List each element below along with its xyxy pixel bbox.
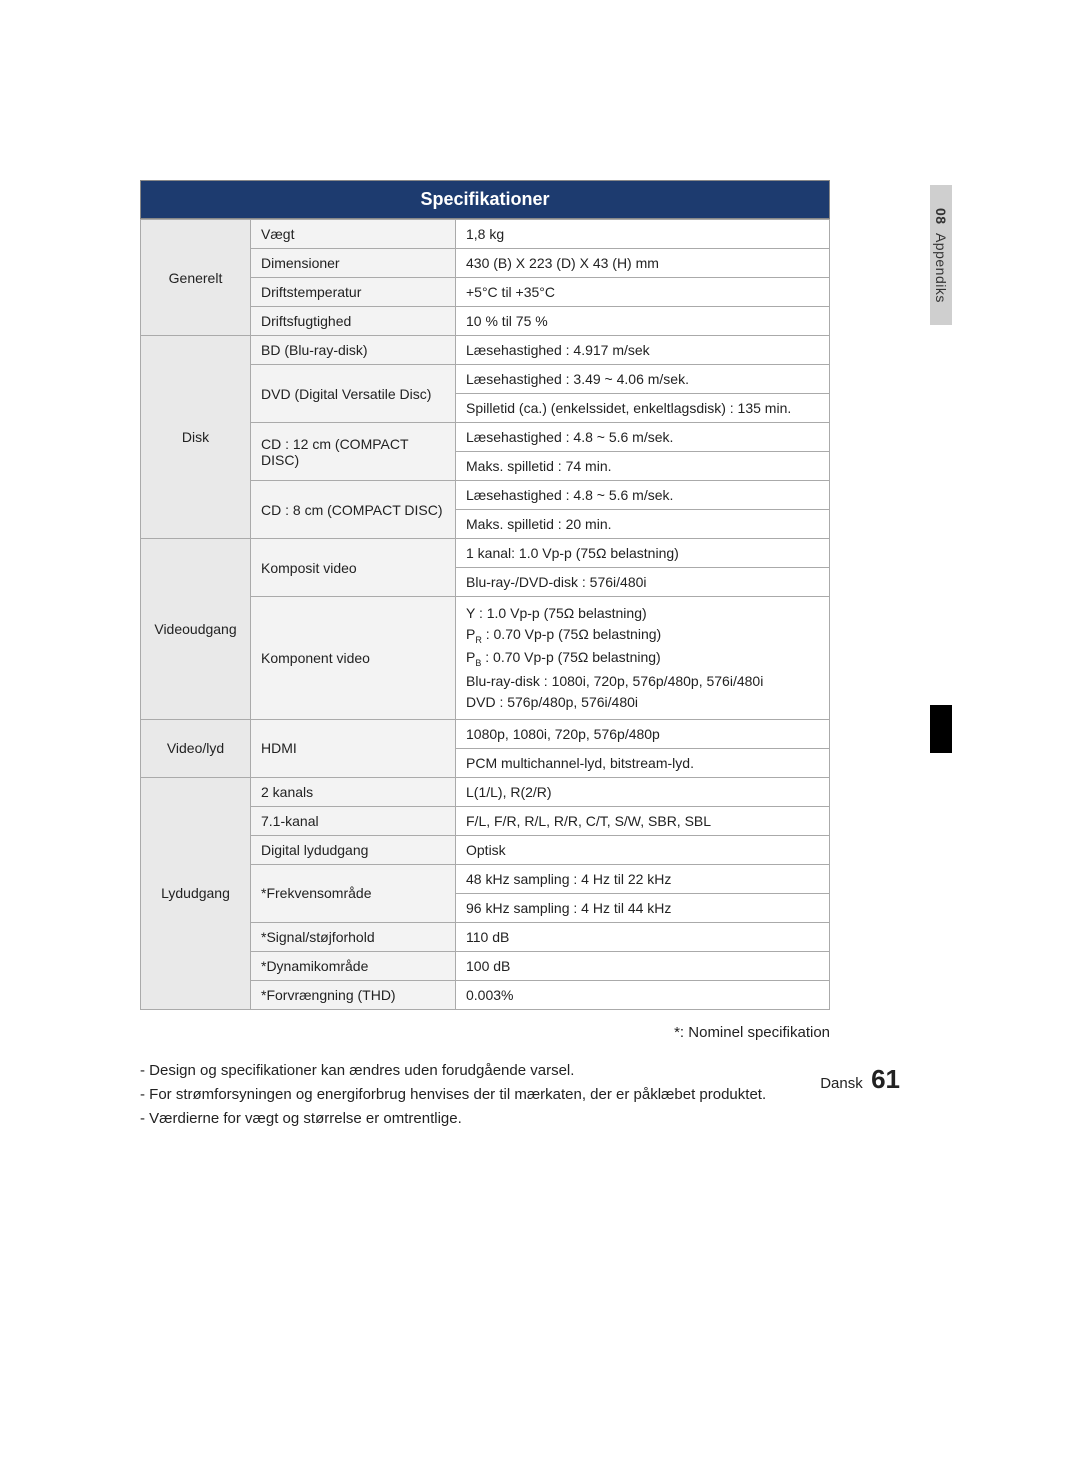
spec-val: Spilletid (ca.) (enkelssidet, enkeltlags… — [456, 394, 830, 423]
spec-val: L(1/L), R(2/R) — [456, 777, 830, 806]
spec-sub: *Forvrængning (THD) — [251, 980, 456, 1009]
side-tab: 08 Appendiks — [930, 185, 952, 745]
notes-block: - Design og specifikationer kan ændres u… — [140, 1059, 830, 1131]
table-row: Generelt Vægt 1,8 kg — [141, 220, 830, 249]
side-tab-text: 08 Appendiks — [933, 208, 949, 303]
spec-val: Læsehastighed : 4.8 ~ 5.6 m/sek. — [456, 423, 830, 452]
spec-sub: DVD (Digital Versatile Disc) — [251, 365, 456, 423]
spec-sub: BD (Blu-ray-disk) — [251, 336, 456, 365]
spec-val: Læsehastighed : 4.917 m/sek — [456, 336, 830, 365]
page-footer: Dansk 61 — [820, 1064, 900, 1095]
category-disk: Disk — [141, 336, 251, 539]
spec-val: 0.003% — [456, 980, 830, 1009]
spec-sub: 7.1-kanal — [251, 806, 456, 835]
table-row: Videoudgang Komposit video 1 kanal: 1.0 … — [141, 539, 830, 568]
spec-sub: 2 kanals — [251, 777, 456, 806]
side-tab-marker — [930, 705, 952, 753]
spec-val: +5°C til +35°C — [456, 278, 830, 307]
spec-sub: CD : 12 cm (COMPACT DISC) — [251, 423, 456, 481]
spec-val: 1,8 kg — [456, 220, 830, 249]
spec-val: Læsehastighed : 4.8 ~ 5.6 m/sek. — [456, 481, 830, 510]
spec-val: Blu-ray-/DVD-disk : 576i/480i — [456, 568, 830, 597]
side-tab-label: Appendiks — [933, 233, 949, 303]
side-tab-number: 08 — [933, 208, 949, 225]
spec-sub: Driftsfugtighed — [251, 307, 456, 336]
category-generelt: Generelt — [141, 220, 251, 336]
category-videolyd: Video/lyd — [141, 719, 251, 777]
spec-val: 430 (B) X 223 (D) X 43 (H) mm — [456, 249, 830, 278]
note-line: - Design og specifikationer kan ændres u… — [140, 1059, 830, 1083]
spec-val: 1 kanal: 1.0 Vp-p (75Ω belastning) — [456, 539, 830, 568]
komponent-line5: DVD : 576p/480p, 576i/480i — [466, 694, 638, 710]
table-row: Video/lyd HDMI 1080p, 1080i, 720p, 576p/… — [141, 719, 830, 748]
spec-table: Generelt Vægt 1,8 kg Dimensioner 430 (B)… — [140, 219, 830, 1010]
komponent-line4: Blu-ray-disk : 1080i, 720p, 576p/480p, 5… — [466, 673, 763, 689]
side-tab-label-box: 08 Appendiks — [930, 185, 952, 325]
spec-sub: HDMI — [251, 719, 456, 777]
page-number: 61 — [871, 1064, 900, 1094]
table-row: Lydudgang 2 kanals L(1/L), R(2/R) — [141, 777, 830, 806]
spec-container: Specifikationer Generelt Vægt 1,8 kg Dim… — [140, 180, 830, 1131]
spec-val: Maks. spilletid : 74 min. — [456, 452, 830, 481]
spec-sub: Dimensioner — [251, 249, 456, 278]
spec-val: 1080p, 1080i, 720p, 576p/480p — [456, 719, 830, 748]
spec-sub: Driftstemperatur — [251, 278, 456, 307]
footnote-nominal: *: Nominel specifikation — [140, 1024, 830, 1041]
spec-header: Specifikationer — [140, 180, 830, 219]
spec-sub: Digital lydudgang — [251, 835, 456, 864]
page-lang: Dansk — [820, 1075, 863, 1092]
spec-sub: *Signal/støjforhold — [251, 922, 456, 951]
spec-val: Optisk — [456, 835, 830, 864]
spec-val: PCM multichannel-lyd, bitstream-lyd. — [456, 748, 830, 777]
spec-sub: Komponent video — [251, 597, 456, 720]
spec-val: Læsehastighed : 3.49 ~ 4.06 m/sek. — [456, 365, 830, 394]
spec-val-komponent: Y : 1.0 Vp-p (75Ω belastning) PR : 0.70 … — [456, 597, 830, 720]
spec-val: 96 kHz sampling : 4 Hz til 44 kHz — [456, 893, 830, 922]
spec-sub: CD : 8 cm (COMPACT DISC) — [251, 481, 456, 539]
spec-val: 48 kHz sampling : 4 Hz til 22 kHz — [456, 864, 830, 893]
table-row: Disk BD (Blu-ray-disk) Læsehastighed : 4… — [141, 336, 830, 365]
spec-val: F/L, F/R, R/L, R/R, C/T, S/W, SBR, SBL — [456, 806, 830, 835]
spec-sub: *Frekvensområde — [251, 864, 456, 922]
spec-sub: *Dynamikområde — [251, 951, 456, 980]
category-videoudgang: Videoudgang — [141, 539, 251, 720]
komponent-line2: PR : 0.70 Vp-p (75Ω belastning) — [466, 626, 661, 642]
spec-val: 10 % til 75 % — [456, 307, 830, 336]
spec-val: Maks. spilletid : 20 min. — [456, 510, 830, 539]
spec-val: 110 dB — [456, 922, 830, 951]
category-lydudgang: Lydudgang — [141, 777, 251, 1009]
komponent-line3: PB : 0.70 Vp-p (75Ω belastning) — [466, 649, 661, 665]
note-line: - For strømforsyningen og energiforbrug … — [140, 1083, 830, 1107]
spec-val: 100 dB — [456, 951, 830, 980]
komponent-line1: Y : 1.0 Vp-p (75Ω belastning) — [466, 605, 647, 621]
spec-sub: Vægt — [251, 220, 456, 249]
spec-sub: Komposit video — [251, 539, 456, 597]
page: 08 Appendiks Specifikationer Generelt Væ… — [0, 0, 1080, 1191]
note-line: - Værdierne for vægt og størrelse er omt… — [140, 1107, 830, 1131]
